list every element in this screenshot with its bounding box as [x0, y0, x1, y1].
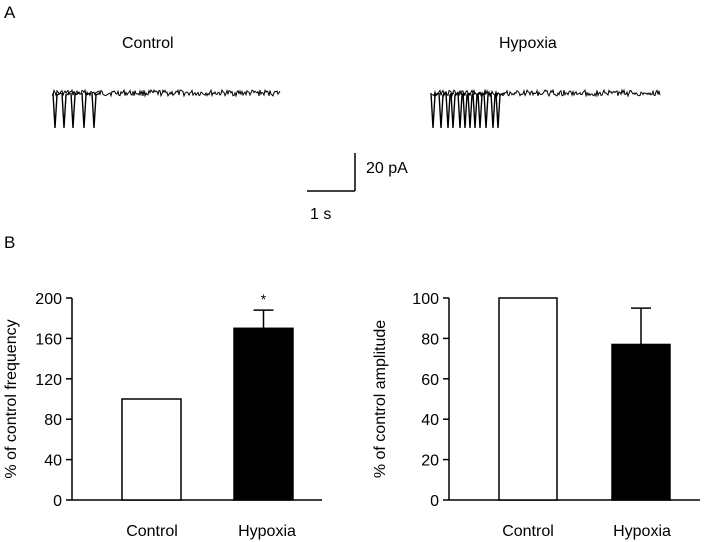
hypoxia-trace-event	[472, 92, 482, 129]
y-tick-label: 120	[35, 372, 62, 389]
amplitude-chart: 0 20 40 60 80 100 % of control amplitude Contro…	[372, 291, 700, 540]
y-tick-label: 40	[421, 412, 439, 429]
category-label: Hypoxia	[238, 523, 296, 540]
y-axis-label: % of control amplitude	[372, 320, 389, 478]
scale-bar: 20 pA 1 s	[307, 153, 408, 223]
y-tick-label: 0	[53, 493, 62, 510]
control-trace-event	[81, 92, 91, 129]
category-label: Hypoxia	[613, 523, 671, 540]
y-tick-label: 80	[44, 412, 62, 429]
control-trace-label: Control	[122, 35, 174, 52]
hypoxia-trace-event	[430, 92, 440, 129]
bar-hypoxia	[233, 327, 294, 501]
hypoxia-trace-event	[462, 92, 472, 129]
bar-control	[121, 398, 182, 501]
bar-control	[498, 297, 558, 501]
panel-a-label: A	[4, 3, 16, 22]
hypoxia-trace	[430, 88, 661, 129]
y-tick-label: 0	[430, 493, 439, 510]
control-trace-baseline	[51, 88, 281, 98]
frequency-chart: 0 40 80 120 160 200 % of control frequency Cont…	[3, 291, 322, 540]
y-axis-label: % of control frequency	[3, 319, 20, 478]
y-tick-label: 20	[421, 453, 439, 470]
hypoxia-trace-event	[495, 92, 505, 129]
y-tick-label: 60	[421, 372, 439, 389]
control-trace	[51, 88, 281, 129]
scale-bar-time-label: 1 s	[310, 206, 331, 223]
control-trace-event	[91, 92, 101, 129]
hypoxia-trace-baseline	[431, 88, 661, 98]
control-trace-event	[70, 92, 80, 129]
hypoxia-trace-event	[483, 92, 493, 129]
y-tick-label: 160	[35, 331, 62, 348]
hypoxia-trace-event	[445, 92, 455, 129]
control-trace-event	[52, 92, 62, 129]
hypoxia-trace-event	[467, 92, 477, 129]
scale-bar-current-label: 20 pA	[366, 160, 408, 177]
y-tick-label: 200	[35, 291, 62, 308]
hypoxia-trace-event	[490, 92, 500, 129]
panel-b-label: B	[4, 233, 15, 252]
control-trace-event	[61, 92, 71, 129]
hypoxia-trace-event	[438, 92, 448, 129]
hypoxia-trace-label: Hypoxia	[499, 35, 557, 52]
y-tick-label: 80	[421, 331, 439, 348]
significance-marker: *	[261, 291, 267, 307]
y-tick-label: 40	[44, 453, 62, 470]
y-tick-label: 100	[412, 291, 439, 308]
bar-hypoxia	[611, 343, 671, 501]
category-label: Control	[502, 523, 554, 540]
hypoxia-trace-event	[457, 92, 467, 129]
category-label: Control	[126, 523, 178, 540]
hypoxia-trace-event	[450, 92, 460, 129]
